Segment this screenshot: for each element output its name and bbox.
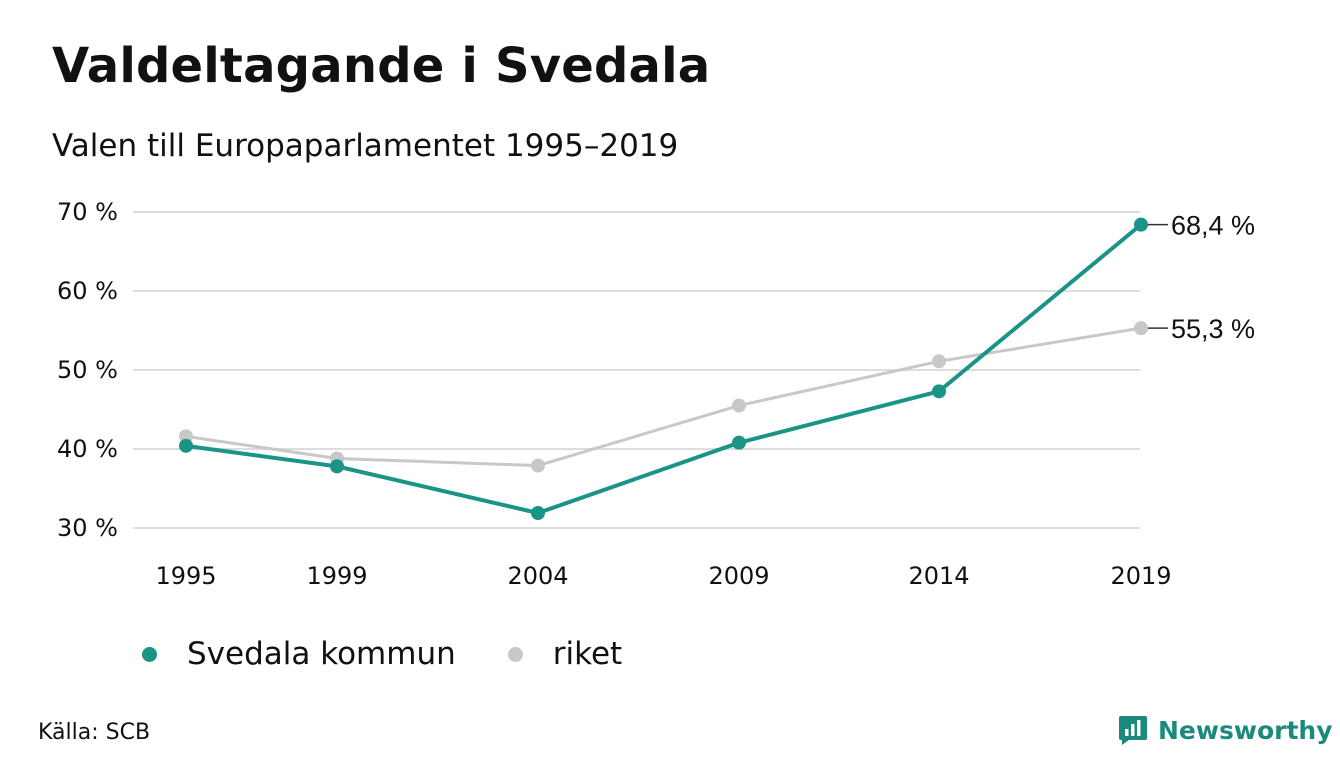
data-point-riket	[932, 354, 946, 369]
end-label-svedala: 68,4 %	[1171, 211, 1255, 241]
x-tick-label: 2019	[1110, 562, 1171, 590]
legend-label-riket: riket	[552, 636, 623, 672]
newsworthy-logo-icon	[1119, 716, 1147, 745]
x-tick-label: 2004	[507, 562, 568, 590]
legend-dot-svedala	[142, 646, 157, 662]
data-point-riket	[1134, 321, 1148, 336]
y-tick-label: 70 %	[57, 198, 118, 226]
line-chart: 70 % 60 % 50 % 40 % 30 % 1995 1999 2004 2009 2014…	[57, 198, 1255, 590]
legend: Svedala kommun riket	[142, 636, 674, 672]
chart-subtitle: Valen till Europaparlamentet 1995–2019	[52, 128, 679, 164]
legend-item-svedala[interactable]: Svedala kommun	[142, 636, 456, 672]
series-line-riket	[185, 326, 1142, 468]
x-tick-label: 1995	[155, 562, 216, 590]
y-tick-label: 30 %	[57, 514, 118, 542]
legend-label-svedala: Svedala kommun	[187, 636, 456, 672]
data-point-riket	[732, 398, 746, 413]
data-point-riket	[531, 458, 545, 473]
series-line-svedala	[185, 223, 1143, 515]
y-tick-label: 50 %	[57, 356, 118, 384]
y-tick-label: 40 %	[57, 435, 118, 463]
source-note: Källa: SCB	[38, 720, 151, 745]
brand-logo[interactable]: Newsworthy	[1118, 714, 1333, 746]
data-point-svedala	[179, 438, 193, 453]
chart-title: Valdeltagande i Svedala	[52, 38, 711, 94]
x-tick-label: 2014	[908, 562, 969, 590]
data-point-svedala	[1134, 217, 1148, 232]
data-point-svedala	[732, 435, 746, 450]
data-point-svedala	[330, 459, 344, 474]
y-tick-label: 60 %	[57, 277, 118, 305]
legend-item-riket[interactable]: riket	[507, 636, 623, 672]
end-label-riket: 55,3 %	[1171, 314, 1255, 344]
data-point-svedala	[932, 384, 946, 399]
x-tick-label: 1999	[306, 562, 367, 590]
brand-name: Newsworthy	[1158, 715, 1333, 745]
data-point-svedala	[531, 505, 545, 520]
legend-dot-riket	[507, 646, 523, 662]
x-tick-label: 2009	[708, 562, 769, 590]
